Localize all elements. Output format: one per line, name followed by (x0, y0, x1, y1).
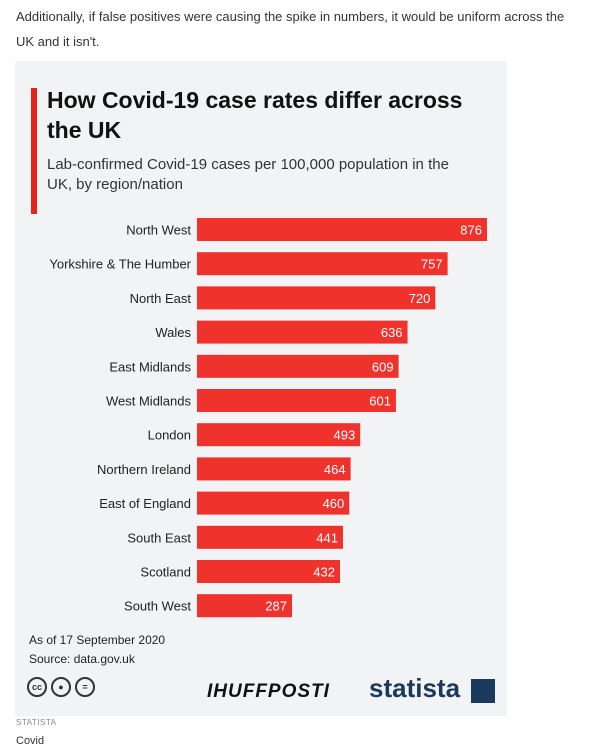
intro-paragraph: Additionally, if false positives were ca… (16, 9, 565, 49)
bar (197, 354, 399, 378)
value-label: 609 (372, 359, 394, 374)
category-label: West Midlands (106, 394, 192, 409)
huffpost-logo: IHUFFPOSTI (207, 681, 330, 702)
value-label: 460 (323, 496, 345, 511)
category-label: Wales (155, 325, 191, 340)
category-label: East Midlands (109, 359, 191, 374)
bar (197, 320, 408, 344)
bar (197, 218, 487, 241)
category-label: North East (130, 291, 192, 306)
bar (197, 457, 351, 481)
category-label: North West (126, 223, 191, 238)
value-label: 757 (421, 257, 443, 272)
chart-subtitle: Lab-confirmed Covid-19 cases per 100,000… (47, 156, 449, 193)
bar (197, 389, 396, 412)
value-label: 441 (316, 530, 338, 545)
category-label: London (148, 428, 191, 443)
value-label: 601 (369, 394, 391, 409)
bar (197, 525, 343, 549)
no-derivatives-icon: = (75, 677, 95, 697)
category-label: South West (124, 599, 191, 614)
bar-chart: North West 876 Yorkshire & The Humber 757 No… (49, 218, 487, 618)
infographic-card: How Covid-19 case rates differ across th… (15, 61, 507, 716)
chart-title: How Covid-19 case rates differ across th… (47, 87, 463, 143)
statista-logo-icon (471, 679, 495, 703)
value-label: 876 (460, 223, 482, 238)
value-label: 636 (381, 325, 403, 340)
attribution-icon: ● (51, 677, 71, 697)
value-label: 432 (313, 565, 335, 580)
value-label: 493 (334, 428, 356, 443)
image-source: STATISTA (16, 718, 57, 727)
bar (197, 491, 350, 515)
category-label: Scotland (140, 565, 191, 580)
title-accent-bar (31, 88, 37, 214)
category-label: South East (127, 530, 191, 545)
category-label: Northern Ireland (97, 462, 191, 477)
cc-icon: cc (27, 677, 47, 697)
image-caption: Covid (16, 735, 45, 747)
value-label: 287 (265, 599, 287, 614)
license-icons: cc ● = (27, 677, 95, 697)
category-label: East of England (99, 496, 191, 511)
date-note: As of 17 September 2020 (29, 633, 166, 647)
bar (197, 423, 361, 447)
category-label: Yorkshire & The Humber (49, 257, 191, 272)
bar (197, 594, 293, 618)
bar (197, 560, 341, 583)
bar (197, 286, 436, 310)
value-label: 720 (409, 291, 431, 306)
source-note: Source: data.gov.uk (29, 652, 135, 666)
value-label: 464 (324, 462, 346, 477)
bar (197, 252, 448, 276)
statista-logo: statista (369, 673, 461, 703)
